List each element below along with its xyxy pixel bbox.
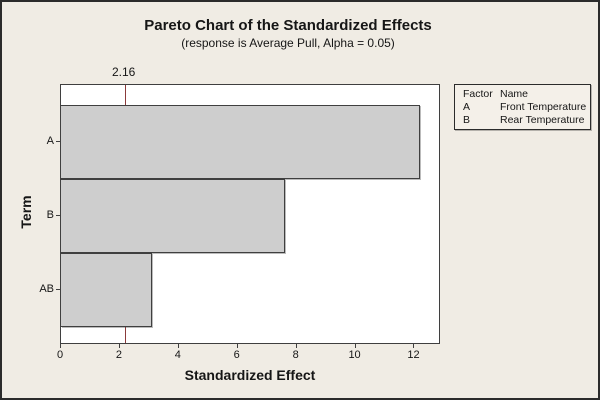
legend-header-factor: Factor (463, 88, 493, 100)
title-block: Pareto Chart of the Standardized Effects… (2, 16, 574, 51)
legend-factor-b: B (463, 114, 471, 126)
reference-line-label: 2.16 (111, 65, 136, 79)
legend-name-b: Rear Temperature (500, 114, 585, 126)
x-tick-mark (177, 344, 179, 348)
x-tick-mark (413, 344, 415, 348)
factor-legend: Factor Name A Front Temperature B Rear T… (454, 84, 591, 130)
legend-factor-a: A (463, 101, 471, 113)
y-tick-label-b: B (46, 209, 54, 221)
plot-area (60, 84, 440, 344)
x-tick-label-10: 10 (348, 349, 361, 361)
legend-row-b: B Rear Temperature (463, 114, 586, 127)
x-tick-mark (354, 344, 356, 348)
y-tick-label-ab: AB (39, 283, 54, 295)
bar-a (61, 105, 421, 179)
y-tick-mark (56, 215, 60, 216)
x-axis-title: Standardized Effect (184, 367, 316, 383)
x-tick-mark (60, 344, 61, 348)
y-tick-label-a: A (46, 135, 54, 147)
y-tick-mark (56, 141, 60, 142)
x-tick-mark (295, 344, 297, 348)
bar-b (61, 179, 285, 253)
x-tick-mark (118, 344, 120, 348)
y-axis-title: Term (18, 195, 34, 229)
x-tick-label-6: 6 (233, 349, 240, 361)
x-tick-label-12: 12 (407, 349, 420, 361)
x-tick-label-0: 0 (56, 349, 64, 361)
x-tick-mark (236, 344, 238, 348)
y-tick-mark (56, 289, 60, 290)
x-tick-label-4: 4 (174, 349, 181, 361)
legend-row-a: A Front Temperature (463, 101, 586, 114)
chart-subtitle: (response is Average Pull, Alpha = 0.05) (181, 36, 395, 50)
legend-name-a: Front Temperature (500, 101, 587, 113)
bar-ab (61, 253, 153, 327)
legend-header-row: Factor Name (463, 88, 586, 101)
x-tick-label-8: 8 (292, 349, 299, 361)
legend-header-name: Name (500, 88, 529, 100)
x-tick-label-2: 2 (115, 349, 122, 361)
chart-title: Pareto Chart of the Standardized Effects (144, 17, 432, 34)
